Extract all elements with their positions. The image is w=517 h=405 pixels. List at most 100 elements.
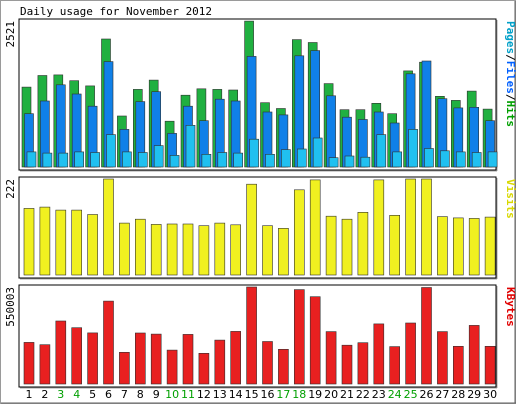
bar-pages-day-9 xyxy=(153,145,164,168)
x-tick-label-2: 2 xyxy=(41,388,48,401)
legend-hits: Pages/Files/Hits xyxy=(504,21,517,127)
bar-kbytes-day-30 xyxy=(484,345,496,385)
bar-kbytes-day-13 xyxy=(214,339,226,385)
bar-kbytes-day-2 xyxy=(39,344,51,385)
legend-part-hits-0: Pages xyxy=(504,21,517,54)
legend-visits: Visits xyxy=(504,179,517,219)
x-tick-label-3: 3 xyxy=(57,388,64,401)
bar-pages-day-4 xyxy=(74,151,84,168)
x-tick-label-8: 8 xyxy=(137,388,144,401)
bar-kbytes-day-25 xyxy=(405,322,416,385)
bar-pages-day-3 xyxy=(58,152,69,168)
bar-visits-day-10 xyxy=(166,223,178,276)
legend-part-hits-4: Hits xyxy=(504,101,517,128)
x-tick-label-5: 5 xyxy=(89,388,96,401)
x-tick-label-23: 23 xyxy=(372,388,386,401)
bar-pages-day-29 xyxy=(471,152,482,168)
bar-kbytes-day-6 xyxy=(103,300,114,385)
x-tick-label-25: 25 xyxy=(404,388,418,401)
bar-pages-day-28 xyxy=(455,151,466,168)
bar-pages-day-24 xyxy=(392,151,403,168)
legend-kbytes: KBytes xyxy=(504,287,517,327)
bar-pages-day-6 xyxy=(106,134,116,168)
bar-pages-day-25 xyxy=(408,129,418,168)
bar-kbytes-day-29 xyxy=(468,325,480,385)
panel-frame-kbytes xyxy=(18,284,497,388)
bar-pages-day-26 xyxy=(424,148,434,168)
bar-visits-day-17 xyxy=(278,228,289,276)
bar-visits-day-1 xyxy=(23,208,35,276)
bar-pages-day-30 xyxy=(487,151,498,168)
x-tick-label-4: 4 xyxy=(73,388,80,401)
legend-part-visits-0: Visits xyxy=(504,179,517,219)
bar-kbytes-day-1 xyxy=(23,342,35,385)
x-tick-label-9: 9 xyxy=(153,388,160,401)
x-tick-label-1: 1 xyxy=(26,388,33,401)
bar-pages-day-7 xyxy=(122,151,132,168)
x-tick-label-18: 18 xyxy=(292,388,306,401)
bar-kbytes-day-24 xyxy=(389,346,401,385)
bar-visits-day-30 xyxy=(484,216,496,276)
legend-part-hits-3: / xyxy=(504,94,517,101)
bar-pages-day-11 xyxy=(185,125,196,168)
bar-visits-day-15 xyxy=(246,183,257,276)
bar-kbytes-day-8 xyxy=(135,332,146,385)
x-tick-label-12: 12 xyxy=(197,388,211,401)
x-tick-label-10: 10 xyxy=(165,388,179,401)
x-tick-label-30: 30 xyxy=(483,388,497,401)
bar-visits-day-18 xyxy=(293,189,305,276)
x-tick-label-17: 17 xyxy=(276,388,290,401)
bar-kbytes-day-5 xyxy=(87,332,98,385)
x-tick-label-14: 14 xyxy=(229,388,243,401)
bar-pages-day-22 xyxy=(360,156,371,168)
x-tick-label-28: 28 xyxy=(451,388,465,401)
bar-visits-day-16 xyxy=(262,225,273,276)
x-tick-label-7: 7 xyxy=(121,388,128,401)
bar-kbytes-day-18 xyxy=(293,289,305,385)
bar-visits-day-22 xyxy=(357,212,369,276)
bar-visits-day-29 xyxy=(468,218,480,276)
x-tick-label-20: 20 xyxy=(324,388,338,401)
bar-pages-day-13 xyxy=(217,152,228,168)
bar-kbytes-day-23 xyxy=(373,323,385,385)
panel-visits: 222 Visits xyxy=(4,176,517,280)
bar-visits-day-5 xyxy=(87,214,98,276)
bar-pages-day-27 xyxy=(440,150,450,168)
bar-pages-day-16 xyxy=(265,154,275,168)
x-tick-label-26: 26 xyxy=(420,388,434,401)
legend-part-hits-1: / xyxy=(504,54,517,61)
bar-pages-day-23 xyxy=(376,134,387,168)
panel-kbytes: 550003 KBytes xyxy=(4,284,517,389)
bar-kbytes-day-19 xyxy=(309,296,321,385)
bar-visits-day-2 xyxy=(39,206,51,276)
bar-pages-day-5 xyxy=(90,152,100,168)
bar-files-day-20 xyxy=(326,95,336,168)
chart-title: Daily usage for November 2012 xyxy=(20,5,212,18)
x-tick-label-27: 27 xyxy=(435,388,449,401)
panel-hits: 2521 Pages/Files/Hits xyxy=(4,18,517,172)
bar-kbytes-day-17 xyxy=(278,348,289,385)
y-max-label-kbytes: 550003 xyxy=(4,287,17,327)
x-tick-label-13: 13 xyxy=(213,388,227,401)
legend-part-kbytes-0: KBytes xyxy=(504,287,517,327)
bar-pages-day-15 xyxy=(249,138,259,168)
bar-pages-day-12 xyxy=(201,154,212,168)
bar-pages-day-10 xyxy=(169,155,180,168)
bar-visits-day-3 xyxy=(55,209,67,276)
x-tick-label-15: 15 xyxy=(245,388,259,401)
bar-visits-day-13 xyxy=(214,222,226,276)
bar-visits-day-24 xyxy=(389,215,401,276)
x-tick-label-29: 29 xyxy=(467,388,481,401)
bar-visits-day-11 xyxy=(182,223,194,276)
x-tick-label-21: 21 xyxy=(340,388,354,401)
bar-visits-day-25 xyxy=(405,178,416,276)
bar-visits-day-6 xyxy=(103,178,114,276)
bar-visits-day-26 xyxy=(421,178,432,276)
x-tick-label-16: 16 xyxy=(261,388,275,401)
bar-visits-day-12 xyxy=(198,225,210,276)
bar-visits-day-4 xyxy=(71,209,82,276)
bar-visits-day-19 xyxy=(309,179,321,276)
bar-visits-day-28 xyxy=(452,217,464,276)
bar-kbytes-day-27 xyxy=(437,331,448,385)
